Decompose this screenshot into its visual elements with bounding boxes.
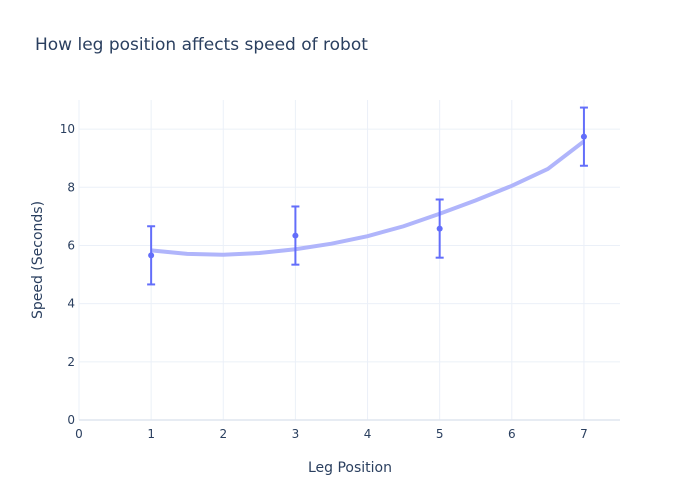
y-tick-label: 6 (67, 238, 75, 252)
y-tick-label: 2 (67, 355, 75, 369)
x-tick-label: 7 (580, 427, 588, 441)
x-tick-label: 6 (508, 427, 516, 441)
x-tick-label: 2 (219, 427, 227, 441)
y-tick-label: 0 (67, 413, 75, 427)
x-tick-label: 1 (147, 427, 155, 441)
x-tick-label: 5 (436, 427, 444, 441)
x-tick-label: 4 (364, 427, 372, 441)
x-tick-label: 0 (75, 427, 83, 441)
x-axis-label: Leg Position (308, 460, 392, 476)
fit-line (150, 139, 586, 257)
data-point (148, 252, 155, 259)
x-tick-label: 3 (292, 427, 300, 441)
data-point (580, 133, 587, 140)
chart-title: How leg position affects speed of robot (35, 35, 368, 55)
y-tick-label: 8 (67, 180, 75, 194)
y-axis-label: Speed (Seconds) (30, 201, 46, 319)
data-point (436, 225, 443, 232)
y-tick-label: 4 (67, 297, 75, 311)
data-point (292, 232, 299, 239)
y-tick-label: 10 (60, 122, 75, 136)
